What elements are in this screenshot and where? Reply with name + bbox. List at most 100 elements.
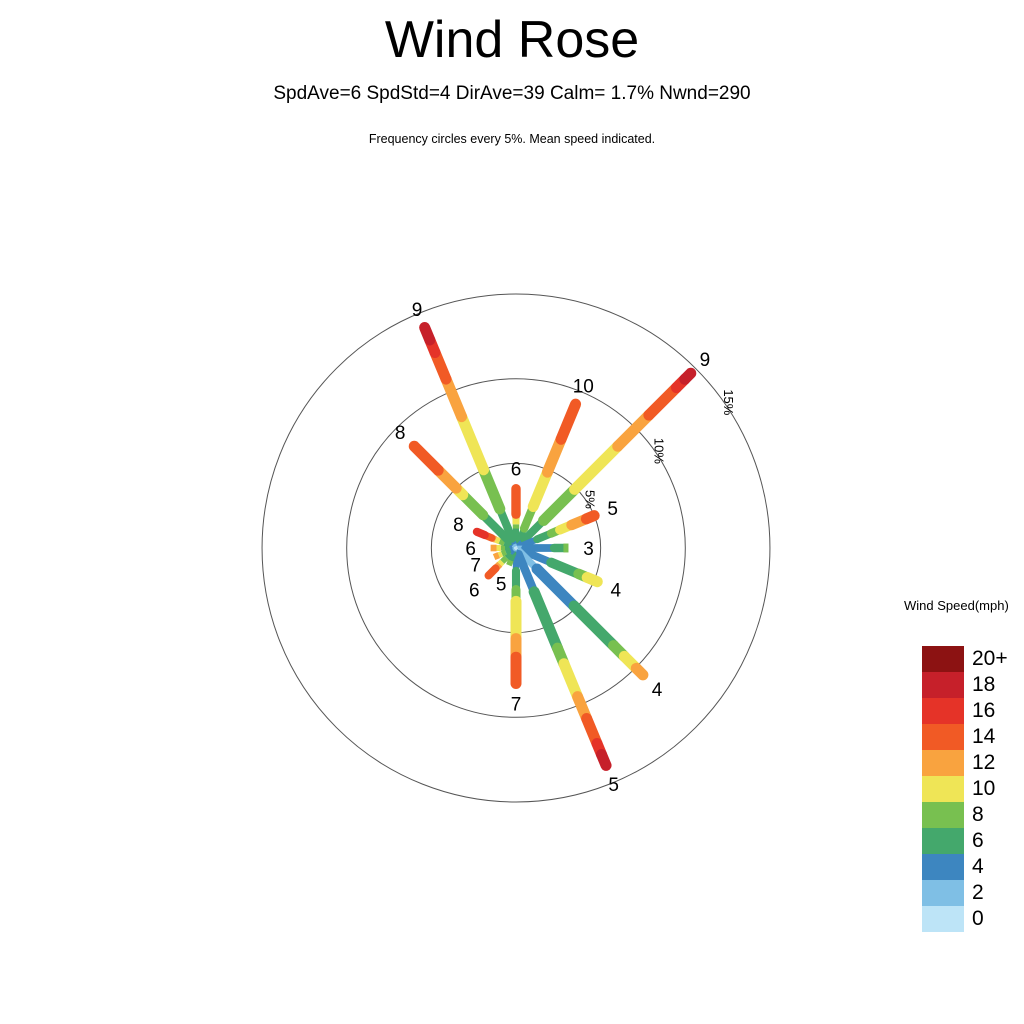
petal-segment <box>408 440 444 476</box>
petal-segment <box>596 748 612 771</box>
petal-segment <box>519 547 556 567</box>
legend-row: 16 <box>922 698 1024 724</box>
mean-speed-label: 8 <box>395 423 406 444</box>
petal-segment <box>494 536 501 545</box>
legend-swatch <box>922 776 964 802</box>
mean-speed-label: 4 <box>652 680 663 701</box>
legend-row: 14 <box>922 724 1024 750</box>
petal-segment <box>456 411 490 476</box>
petal-segment <box>527 466 553 512</box>
mean-speed-label: 9 <box>412 300 423 321</box>
legend-label: 6 <box>972 829 984 852</box>
legend-swatch <box>922 828 964 854</box>
frequency-ring <box>346 378 686 718</box>
legend-swatch <box>922 698 964 724</box>
legend-row: 10 <box>922 776 1024 802</box>
legend-label: 16 <box>972 699 996 722</box>
petal-segment <box>558 658 584 703</box>
legend: Wind Speed(mph) 20+ 18 16 14 12 10 8 6 4 2 0 <box>900 598 1024 932</box>
petal-segment <box>643 382 682 421</box>
petal-segment <box>531 563 580 612</box>
petal-segment <box>440 373 468 423</box>
frequency-ring <box>261 293 771 803</box>
mean-speed-label: 10 <box>573 377 594 398</box>
legend-label: 2 <box>972 881 984 904</box>
petal-segment <box>478 464 506 515</box>
mean-speed-label: 5 <box>496 575 507 596</box>
legend-swatch <box>922 802 964 828</box>
petal-segment <box>569 440 624 495</box>
summary-stats: SpdAve=6 SpdStd=4 DirAve=39 Calm= 1.7% N… <box>273 83 751 104</box>
mean-speed-label: 9 <box>700 350 711 371</box>
mean-speed-label: 6 <box>465 539 476 560</box>
ring-labels: 5% 10% 15% <box>582 389 736 509</box>
petal-segment <box>514 549 539 597</box>
legend-swatch <box>922 672 964 698</box>
legend-row: 18 <box>922 672 1024 698</box>
ring-label: 10% <box>652 438 667 464</box>
legend-label: 12 <box>972 751 996 774</box>
petal-segment <box>497 551 504 558</box>
petal-segment <box>498 538 506 546</box>
petal-segment <box>528 586 563 654</box>
petal-segment <box>484 564 500 580</box>
petal-segment <box>568 600 620 652</box>
petal-segment <box>679 367 697 385</box>
mean-speed-label: 7 <box>511 694 522 715</box>
petal-segment <box>504 547 512 555</box>
legend-swatch <box>922 906 964 932</box>
legend-swatch <box>922 724 964 750</box>
petal-segment <box>500 555 509 564</box>
petal-segment <box>506 559 514 567</box>
legend-entries: 20+ 18 16 14 12 10 8 6 4 2 0 <box>922 646 1024 932</box>
legend-row: 12 <box>922 750 1024 776</box>
petal-segment <box>541 433 567 478</box>
legend-label: 14 <box>972 725 996 748</box>
legend-row: 0 <box>922 906 1024 932</box>
legend-label: 4 <box>972 855 984 878</box>
mean-speed-label: 8 <box>453 515 464 536</box>
legend-label: 8 <box>972 803 984 826</box>
legend-row: 2 <box>922 880 1024 906</box>
legend-label: 0 <box>972 907 984 930</box>
petal-segment <box>504 551 513 560</box>
petal-segment <box>538 483 581 526</box>
petal-segment <box>580 510 600 525</box>
mean-speed-label: 6 <box>469 581 480 602</box>
mean-speed-label: 5 <box>607 499 618 520</box>
petal-segment <box>512 543 518 548</box>
legend-label: 10 <box>972 777 996 800</box>
ring-label: 5% <box>582 490 597 509</box>
legend-row: 6 <box>922 828 1024 854</box>
mean-speed-label: 7 <box>470 556 481 577</box>
petal-segment <box>497 559 505 567</box>
mean-speed-label: 3 <box>583 539 594 560</box>
legend-swatch <box>922 750 964 776</box>
frequency-rings <box>261 293 771 803</box>
legend-swatch <box>922 854 964 880</box>
page-title: Wind Rose <box>384 11 640 69</box>
legend-title: Wind Speed(mph) <box>904 598 1009 613</box>
petal-segment <box>500 549 507 557</box>
petal-segment <box>555 398 582 445</box>
petal-segment <box>630 662 649 681</box>
petal-segment <box>612 409 655 452</box>
petal-segment <box>581 571 603 588</box>
petal-segment <box>508 550 517 564</box>
mean-speed-label: 5 <box>608 775 619 796</box>
petal-segment <box>492 552 501 561</box>
legend-row: 20+ <box>922 646 1024 672</box>
legend-row: 8 <box>922 802 1024 828</box>
mean-speed-label: 6 <box>511 460 522 481</box>
petal-segment <box>513 545 518 549</box>
ring-label: 15% <box>721 389 736 415</box>
legend-row: 4 <box>922 854 1024 880</box>
legend-swatch <box>922 646 964 672</box>
legend-label: 20+ <box>972 647 1008 670</box>
petal-segment <box>419 321 436 346</box>
frequency-note: Frequency circles every 5%. Mean speed i… <box>368 132 656 146</box>
direction-petals <box>408 321 697 771</box>
